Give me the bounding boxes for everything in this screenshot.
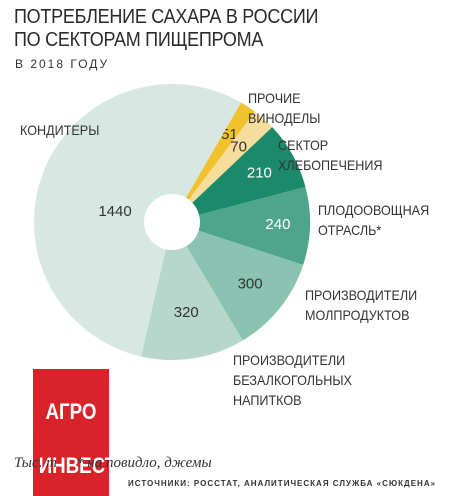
- donut-slice: [186, 230, 304, 341]
- donut-slice: [198, 186, 310, 265]
- value-label: 210: [247, 164, 272, 181]
- value-label: 1440: [98, 203, 131, 220]
- donut-slice: [192, 127, 306, 215]
- note: * на повидло, джемы: [76, 455, 212, 471]
- donut-slice: [141, 246, 243, 360]
- category-label: ПРОИЗВОДИТЕЛИ БЕЗАЛКОГОЛЬНЫХ НАПИТКОВ: [233, 352, 352, 408]
- subtitle: В 2018 ГОДУ: [15, 57, 110, 71]
- donut-slice: [188, 111, 273, 203]
- source: ИСТОЧНИКИ: РОССТАТ, АНАЛИТИЧЕСКАЯ СЛУЖБА…: [128, 479, 437, 488]
- category-label: КОНДИТЕРЫ: [20, 122, 100, 138]
- category-label: ВИНОДЕЛЫ: [248, 110, 321, 126]
- category-label: СЕКТОР ХЛЕБОПЕЧЕНИЯ: [278, 137, 383, 173]
- unit: Тыс. т: [14, 455, 57, 471]
- logo: АГРО ИНВЕСТОР: [33, 369, 143, 496]
- donut-slice: [186, 102, 256, 200]
- category-label: ПРОИЗВОДИТЕЛИ МОЛПРОДУКТОВ: [305, 287, 418, 323]
- category-label: ПРОЧИЕ: [248, 90, 301, 106]
- value-label: 320: [174, 304, 199, 321]
- value-label: 240: [265, 216, 290, 233]
- category-label: ПЛОДООВОЩНАЯ ОТРАСЛЬ*: [318, 202, 430, 238]
- donut-slice: [34, 84, 241, 357]
- value-label: 51: [221, 126, 238, 143]
- title: ПОТРЕБЛЕНИЕ САХАРА В РОССИИ ПО СЕКТОРАМ …: [14, 6, 319, 51]
- value-label: 70: [230, 138, 247, 155]
- logo-text: АГРО: [45, 399, 97, 424]
- value-label: 300: [238, 275, 263, 292]
